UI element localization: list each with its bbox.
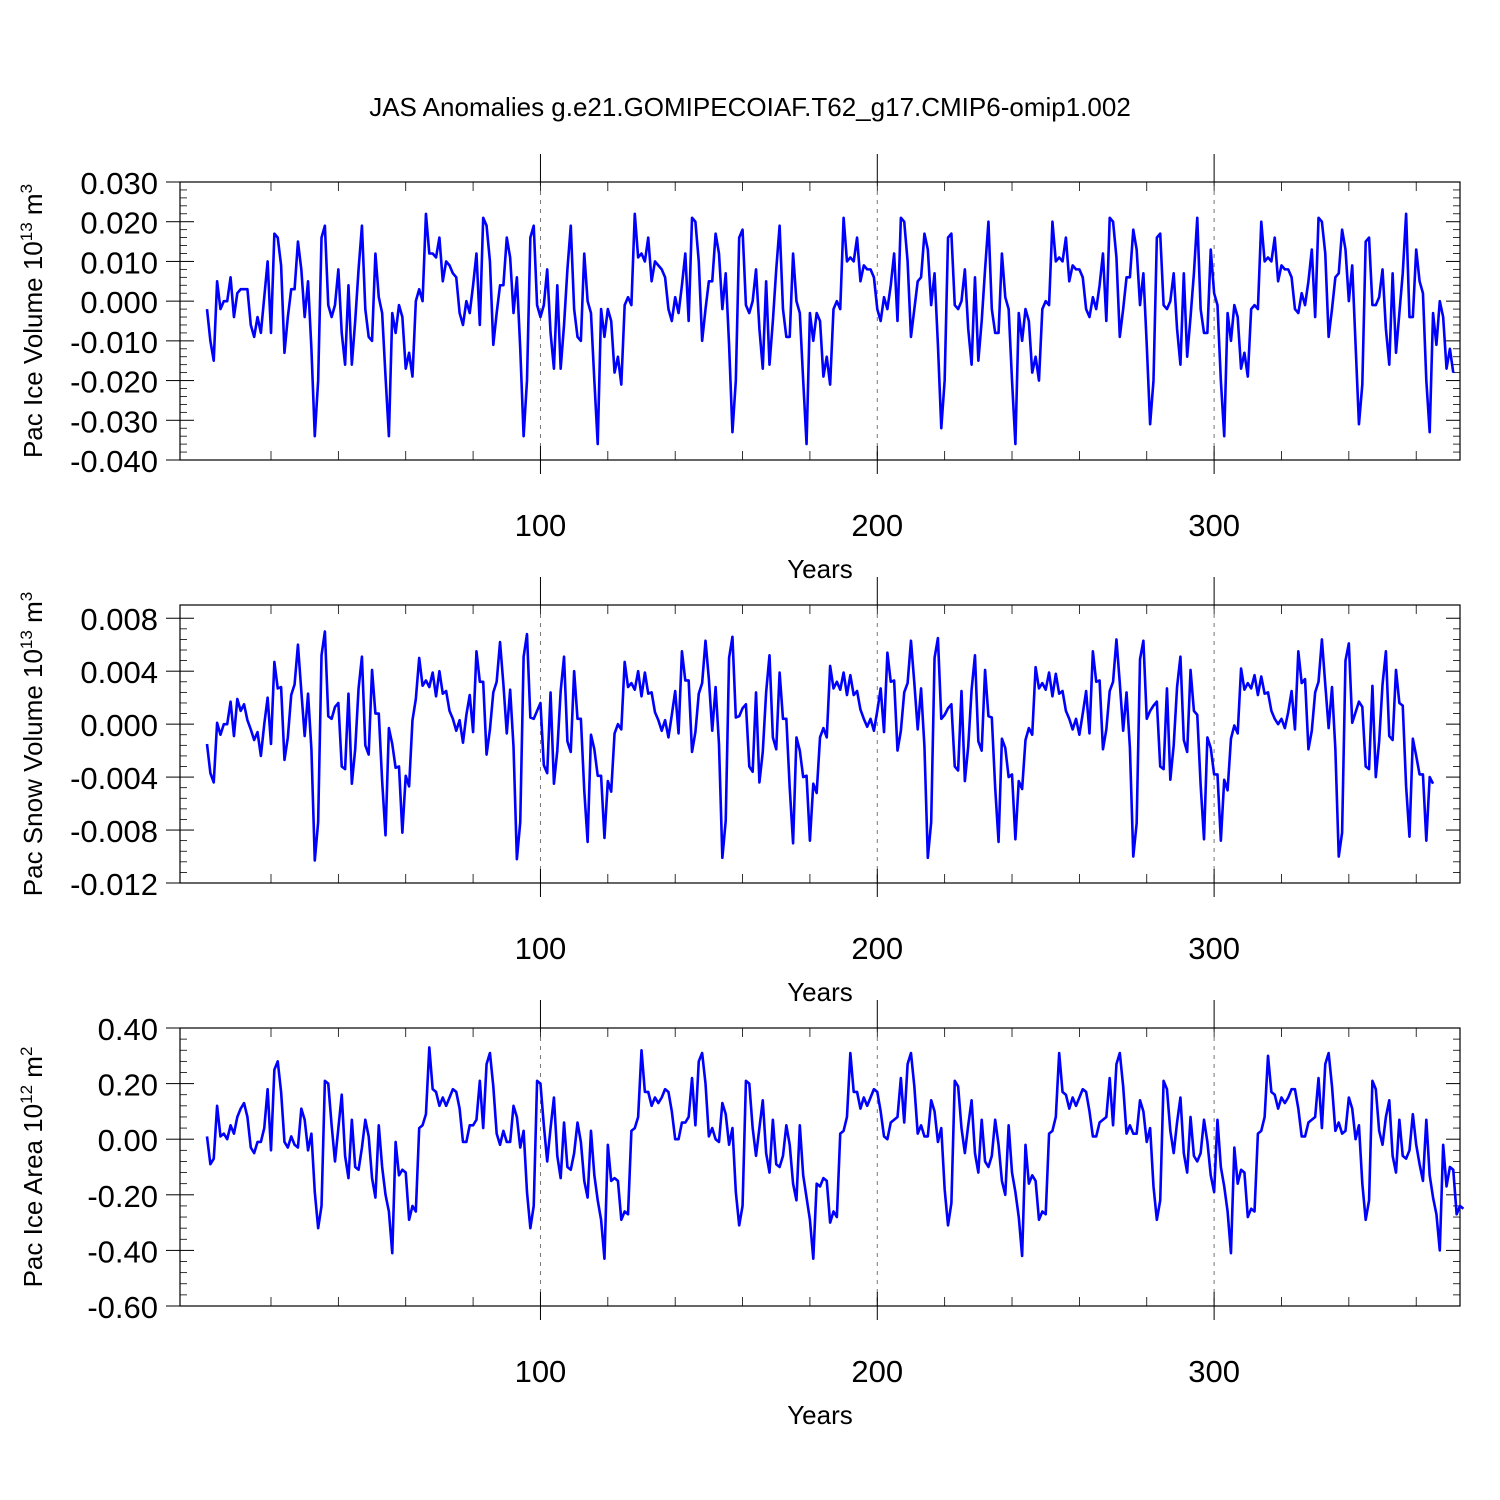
x-tick-label: 200: [851, 1354, 903, 1389]
plot-frame: [179, 181, 1461, 461]
y-tick-label: 0.000: [80, 708, 158, 743]
y-tick-label: 0.010: [80, 245, 158, 280]
x-tick-label: 100: [515, 508, 567, 543]
figure-title: JAS Anomalies g.e21.GOMIPECOIAF.T62_g17.…: [369, 92, 1131, 122]
y-tick-label: -0.012: [70, 867, 158, 902]
y-tick-label: 0.20: [98, 1068, 158, 1103]
y-tick-label: -0.60: [87, 1290, 158, 1325]
y-tick-label: 0.00: [98, 1123, 158, 1158]
x-tick-label: 200: [851, 931, 903, 966]
y-tick-label: 0.004: [80, 655, 158, 690]
y-tick-label: 0.40: [98, 1012, 158, 1047]
chart-panel-2: 0.008 0.004 0.000 -0.004 -0.008 -0.012 100 200 3…: [17, 577, 1461, 1007]
y-axis-label: Pac Ice Area 1012 m2: [17, 1047, 48, 1288]
y-tick-label: -0.030: [70, 404, 158, 439]
data-series-line: [205, 1046, 1465, 1261]
plot-frame: [179, 604, 1461, 884]
y-tick-label: -0.004: [70, 761, 158, 796]
y-tick-label: 0.008: [80, 602, 158, 637]
x-tick-label: 300: [1188, 508, 1240, 543]
plot-frame: [179, 1027, 1461, 1307]
data-series-line: [205, 630, 1435, 862]
y-axis-label: Pac Snow Volume 1013 m3: [17, 592, 48, 896]
y-tick-label: 0.030: [80, 166, 158, 201]
x-tick-label: 100: [515, 1354, 567, 1389]
y-tick-label: -0.40: [87, 1234, 158, 1269]
x-tick-label: 200: [851, 508, 903, 543]
y-tick-label: 0.000: [80, 285, 158, 320]
y-tick-label: -0.020: [70, 365, 158, 400]
x-tick-label: 300: [1188, 931, 1240, 966]
data-series-line: [205, 212, 1455, 446]
x-axis-label: Years: [787, 1400, 853, 1430]
y-tick-label: -0.040: [70, 444, 158, 479]
x-tick-label: 300: [1188, 1354, 1240, 1389]
y-tick-label: -0.008: [70, 814, 158, 849]
x-axis-label: Years: [787, 977, 853, 1007]
chart-panel-1: 0.030 0.020 0.010 0.000 -0.010 -0.020 -0.030 -0…: [17, 154, 1461, 584]
x-axis-label: Years: [787, 554, 853, 584]
y-axis-label: Pac Ice Volume 1013 m3: [17, 184, 48, 458]
x-tick-label: 100: [515, 931, 567, 966]
y-tick-label: 0.020: [80, 206, 158, 241]
y-tick-label: -0.010: [70, 325, 158, 360]
chart-panel-3: 0.40 0.20 0.00 -0.20 -0.40 -0.60 100 200 300 Year…: [17, 1000, 1465, 1430]
y-tick-label: -0.20: [87, 1179, 158, 1214]
